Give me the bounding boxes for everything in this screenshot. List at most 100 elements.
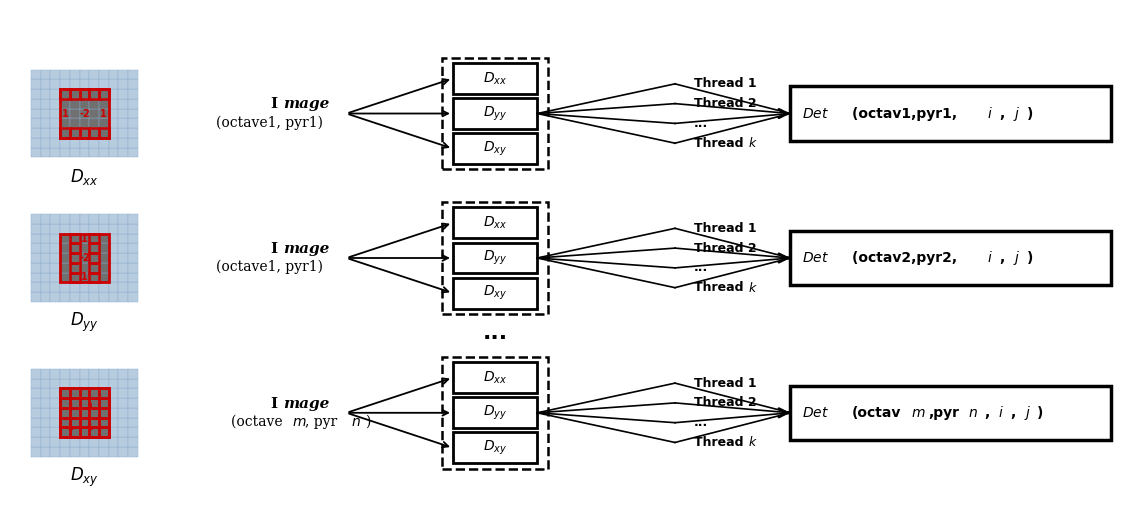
- Text: I: I: [270, 97, 277, 111]
- Bar: [109, 398, 118, 408]
- Bar: [40, 234, 51, 244]
- Bar: [128, 427, 138, 437]
- Bar: [118, 272, 128, 282]
- Bar: [70, 292, 80, 302]
- Bar: [89, 138, 99, 148]
- Text: mage: mage: [284, 241, 330, 256]
- Text: I: I: [270, 396, 277, 411]
- Bar: [60, 427, 70, 437]
- Bar: [60, 398, 70, 408]
- Bar: [99, 427, 109, 437]
- Bar: [70, 253, 80, 263]
- Text: $m$: $m$: [911, 406, 925, 420]
- Bar: [40, 244, 51, 253]
- Bar: [89, 118, 99, 128]
- Bar: [60, 417, 70, 427]
- Bar: [40, 417, 51, 427]
- Bar: [30, 437, 40, 447]
- Bar: [51, 282, 60, 292]
- Bar: [128, 99, 138, 109]
- Bar: [30, 138, 40, 148]
- Bar: [118, 109, 128, 118]
- Bar: [40, 292, 51, 302]
- Bar: [51, 379, 60, 389]
- Text: $i$: $i$: [988, 106, 993, 121]
- Bar: [80, 427, 89, 437]
- Bar: [70, 79, 80, 89]
- Text: 1: 1: [62, 108, 69, 119]
- Bar: [99, 118, 109, 128]
- Bar: [30, 99, 40, 109]
- Bar: [99, 244, 109, 253]
- Bar: [99, 79, 109, 89]
- Text: -2: -2: [79, 253, 90, 263]
- Bar: [109, 224, 118, 234]
- Bar: [118, 224, 128, 234]
- Text: 1: 1: [66, 404, 73, 412]
- Text: Thread 2: Thread 2: [694, 97, 757, 110]
- Bar: [99, 389, 109, 398]
- Bar: [70, 244, 80, 253]
- Bar: [89, 389, 99, 398]
- Text: $\mathit{Det}$: $\mathit{Det}$: [801, 106, 829, 121]
- Text: mage: mage: [284, 97, 330, 111]
- Text: Thread: Thread: [694, 436, 748, 449]
- Bar: [51, 244, 60, 253]
- Bar: [60, 408, 70, 417]
- Bar: [118, 369, 128, 379]
- Bar: [60, 292, 70, 302]
- Bar: [99, 417, 109, 427]
- Bar: [70, 89, 80, 99]
- Bar: [70, 214, 80, 224]
- Bar: [60, 263, 70, 272]
- Text: $D_{xy}$: $D_{xy}$: [70, 466, 99, 489]
- Bar: [30, 234, 40, 244]
- Bar: [51, 224, 60, 234]
- Bar: [118, 234, 128, 244]
- Bar: [99, 427, 109, 437]
- Bar: [790, 231, 1112, 285]
- Bar: [99, 128, 109, 138]
- Text: $j$: $j$: [1014, 105, 1020, 122]
- Bar: [128, 89, 138, 99]
- Bar: [80, 272, 89, 282]
- Bar: [60, 118, 70, 128]
- Bar: [118, 282, 128, 292]
- Text: (octav2,pyr2,: (octav2,pyr2,: [853, 251, 962, 265]
- Text: ): ): [1027, 251, 1033, 265]
- Bar: [118, 263, 128, 272]
- Bar: [128, 389, 138, 398]
- Bar: [70, 408, 80, 417]
- Bar: [89, 272, 99, 282]
- Bar: [118, 408, 128, 417]
- Bar: [128, 244, 138, 253]
- Text: ,: ,: [986, 406, 994, 420]
- Bar: [89, 408, 99, 417]
- Bar: [70, 263, 80, 272]
- Bar: [89, 89, 99, 99]
- Bar: [40, 427, 51, 437]
- Bar: [51, 427, 60, 437]
- Text: (octave: (octave: [231, 415, 287, 429]
- Bar: [89, 234, 99, 244]
- Bar: [89, 99, 99, 109]
- Text: -2: -2: [79, 108, 90, 119]
- Bar: [60, 99, 70, 109]
- Bar: [99, 408, 109, 417]
- Bar: [40, 99, 51, 109]
- Bar: [40, 408, 51, 417]
- Bar: [80, 128, 89, 138]
- Bar: [118, 253, 128, 263]
- Bar: [128, 128, 138, 138]
- Bar: [118, 447, 128, 457]
- Bar: [30, 70, 40, 79]
- Bar: [70, 253, 80, 263]
- Bar: [99, 253, 109, 263]
- Bar: [128, 253, 138, 263]
- Bar: [30, 244, 40, 253]
- Bar: [80, 447, 89, 457]
- Bar: [99, 389, 109, 398]
- Bar: [99, 234, 109, 244]
- Bar: [109, 138, 118, 148]
- Bar: [30, 148, 40, 157]
